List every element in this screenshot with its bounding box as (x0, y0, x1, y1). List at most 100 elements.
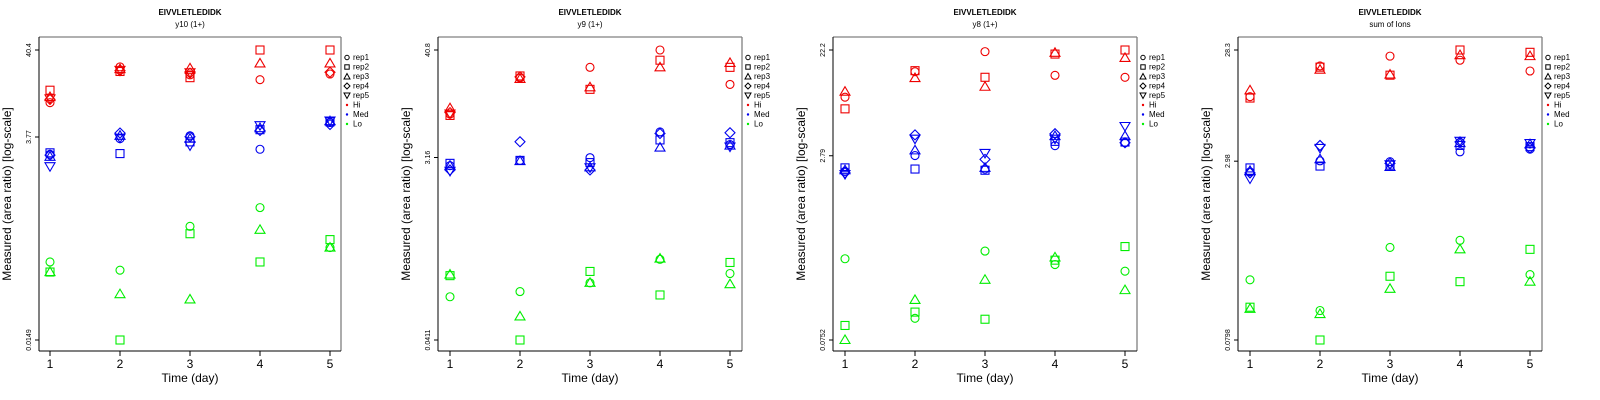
point-lo-rep3-day2 (1314, 307, 1326, 319)
point-hi-rep3-day3 (584, 81, 596, 92)
point-hi-rep3-day3 (1384, 68, 1396, 79)
point-lo-rep3-day5 (324, 241, 336, 252)
point-hi-rep2-day5 (1525, 47, 1535, 57)
point-hi-rep3-day4 (254, 57, 266, 68)
point-med-rep4-day5 (1119, 136, 1131, 149)
legend-item: rep1 (344, 53, 370, 62)
legend-item: rep1 (1140, 53, 1166, 62)
chart-title: EIVVLETLEDIDK (1358, 8, 1421, 17)
point-hi-rep5-day3 (184, 68, 196, 79)
point-med-rep3-day2 (909, 144, 921, 155)
legend-triangle-icon (1544, 72, 1552, 80)
x-tick-label: 5 (327, 357, 334, 371)
point-med-rep1-day4 (255, 144, 265, 154)
point-lo-rep3-day1 (44, 265, 56, 277)
y-axis-label: Measured (area ratio) [log-scale] (0, 107, 14, 280)
legend-item: rep3 (1139, 72, 1166, 81)
chart-subtitle: sum of Ions (1369, 20, 1410, 29)
legend-circle-icon (745, 54, 751, 61)
chart-panel: EIVVLETLEDIDK y9 (1+) 0.0411 3.16 40.8 1 2 3 4 5 T… (399, 8, 771, 385)
legend-dot-icon (1546, 122, 1550, 126)
legend-dot-icon (746, 113, 750, 116)
point-hi-rep5-day2 (114, 65, 126, 76)
point-hi-rep1-day5 (1525, 66, 1535, 76)
point-med-rep3-day4 (654, 141, 666, 152)
point-lo-rep3-day3 (979, 273, 991, 284)
y-axis-label: Measured (area ratio) [log-scale] (1199, 107, 1213, 280)
point-med-rep2-day4 (1050, 136, 1060, 146)
point-lo-rep3-day1 (1244, 302, 1256, 313)
series-lo (839, 242, 1131, 345)
y-tick-label: 0.0149 (26, 329, 33, 351)
point-med-rep3-day5 (724, 139, 736, 150)
point-lo-rep1-day1 (1245, 275, 1255, 285)
point-med-rep2-day2 (1315, 161, 1325, 171)
legend-item: Hi (1141, 101, 1157, 110)
point-hi-rep3-day5 (324, 57, 336, 68)
legend-label: Med (1554, 110, 1570, 119)
legend-item: rep1 (745, 53, 771, 62)
point-med-rep1-day4 (1455, 147, 1465, 157)
point-lo-rep3-day2 (514, 310, 526, 321)
legend-triangle-icon (1139, 72, 1147, 80)
x-tick-label: 2 (117, 357, 124, 371)
point-med-rep5-day4 (254, 121, 266, 132)
legend-label: rep3 (353, 72, 370, 81)
point-hi-rep2-day1 (840, 104, 850, 114)
legend-item: rep5 (1544, 91, 1571, 100)
chart-panel: EIVVLETLEDIDK sum of Ions 0.0798 2.98 28.3 1 2… (1199, 8, 1571, 385)
legend-item: rep5 (744, 91, 771, 100)
legend-diamond-icon (343, 82, 351, 90)
point-lo-rep3-day5 (1119, 284, 1131, 295)
x-tick-label: 1 (842, 357, 849, 371)
legend-label: rep4 (754, 82, 771, 91)
point-hi-rep2-day2 (910, 66, 920, 76)
x-tick-label: 3 (982, 357, 989, 371)
legend-item: Lo (345, 120, 362, 129)
legend-label: rep3 (1554, 72, 1571, 81)
point-med-rep4-day3 (979, 153, 991, 166)
point-lo-rep1-day3 (1385, 242, 1395, 252)
point-lo-rep1-day1 (45, 257, 55, 267)
chart-panel: EIVVLETLEDIDK y8 (1+) 0.0752 2.79 22.2 1 2 3 4 5 T… (794, 8, 1166, 385)
legend-label: rep5 (1149, 91, 1166, 100)
legend-diamond-icon (744, 82, 752, 90)
x-tick-label: 4 (1457, 357, 1464, 371)
point-med-rep5-day4 (1049, 134, 1061, 145)
chart-subtitle: y8 (1+) (972, 20, 997, 29)
legend-dot-icon (1141, 122, 1145, 126)
point-lo-rep2-day4 (1455, 277, 1465, 287)
point-lo-rep2-day2 (115, 335, 125, 345)
legend-square-icon (1140, 64, 1146, 70)
point-lo-rep1-day2 (1315, 305, 1325, 316)
x-tick-label: 3 (1387, 357, 1394, 371)
point-med-rep2-day2 (115, 149, 125, 159)
point-hi-rep3-day1 (1244, 84, 1256, 95)
point-med-rep2-day3 (585, 158, 595, 168)
point-med-rep4-day2 (114, 127, 126, 139)
legend-item: Lo (746, 120, 763, 129)
point-lo-rep3-day2 (909, 293, 921, 304)
x-axis-label: Time (day) (562, 371, 619, 385)
legend-dot-icon (345, 113, 349, 116)
legend-label: rep3 (754, 72, 771, 81)
point-lo-rep3-day4 (254, 223, 266, 234)
series-hi (44, 45, 336, 108)
legend-triangle-icon (343, 72, 351, 80)
point-lo-rep2-day2 (515, 335, 525, 345)
y-tick-label: 0.0798 (1225, 329, 1232, 351)
point-med-rep5-day2 (909, 134, 921, 145)
point-hi-rep1-day5 (1120, 72, 1130, 82)
point-hi-rep1-day1 (840, 92, 850, 102)
y-axis-label: Measured (area ratio) [log-scale] (794, 107, 808, 280)
point-med-rep4-day5 (724, 126, 736, 139)
point-lo-rep3-day2 (114, 288, 126, 299)
legend-circle-icon (344, 54, 350, 61)
y-tick-label: 2.79 (820, 149, 827, 163)
point-med-rep5-day5 (1524, 139, 1536, 150)
series-med (44, 115, 336, 173)
point-lo-rep2-day5 (725, 257, 735, 268)
point-hi-rep5-day1 (444, 109, 456, 120)
point-hi-rep2-day3 (980, 72, 990, 82)
